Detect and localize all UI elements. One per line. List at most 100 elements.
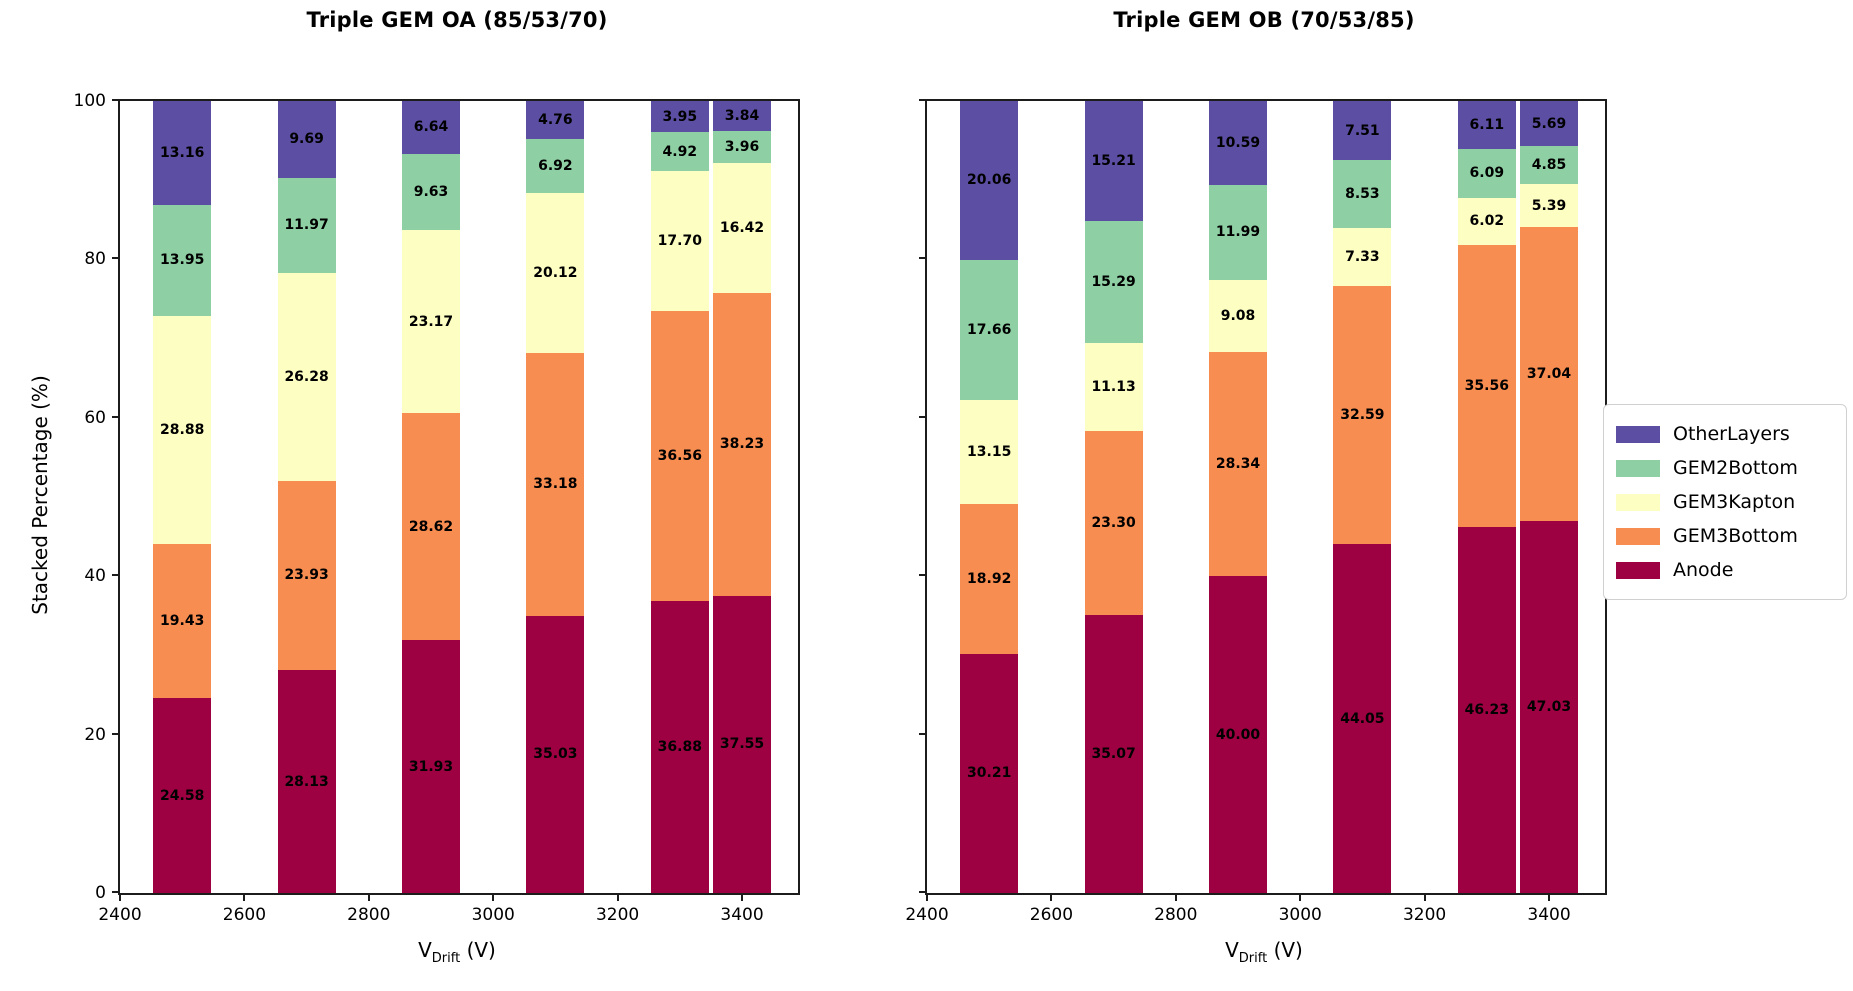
- bar-value-label: 5.39: [1531, 197, 1567, 214]
- bar-segment-otherlayers: 7.51: [1333, 100, 1392, 161]
- left-chart-title: Triple GEM OA (85/53/70): [306, 8, 608, 32]
- bar-segment-gem2bottom: 6.92: [526, 138, 585, 194]
- y-tick: [919, 415, 927, 418]
- x-tick-label: 2800: [347, 905, 391, 925]
- bar-segment-gem3kapton: 9.08: [1209, 279, 1267, 352]
- x-tick: [1548, 893, 1551, 901]
- bar-segment-gem3kapton: 13.15: [960, 399, 1019, 504]
- bar-segment-gem2bottom: 13.95: [153, 205, 212, 316]
- bar-segment-gem3bottom: 19.43: [153, 544, 212, 699]
- legend-label: OtherLayers: [1673, 422, 1790, 445]
- x-tick-label: 3400: [720, 905, 764, 925]
- bar-value-label: 11.97: [284, 217, 329, 234]
- bar-segment-anode: 46.23: [1457, 526, 1516, 893]
- bar-segment-gem2bottom: 17.66: [960, 259, 1019, 400]
- bar-value-label: 18.92: [967, 570, 1012, 587]
- bar-segment-gem3bottom: 23.93: [277, 480, 336, 671]
- x-tick-label: 3000: [1278, 905, 1322, 925]
- bar-value-label: 9.63: [413, 183, 449, 200]
- right-x-axis-label: VDrift (V): [925, 938, 1603, 968]
- bar-value-label: 11.99: [1215, 224, 1261, 241]
- x-tick-label: 3200: [595, 905, 640, 925]
- bar-value-label: 35.03: [533, 746, 578, 763]
- y-tick-label: 0: [95, 883, 106, 903]
- bar-segment-gem3bottom: 35.56: [1457, 245, 1516, 527]
- legend-swatch-gem3bottom: [1616, 527, 1660, 545]
- bar-segment-gem3kapton: 20.12: [526, 193, 585, 353]
- x-axis-label-subscript: Drift: [431, 951, 461, 966]
- bar-value-label: 38.23: [719, 436, 765, 453]
- x-axis-label-symbol: V: [1225, 938, 1239, 962]
- bar-value-label: 15.29: [1091, 274, 1136, 291]
- bar-segment-gem2bottom: 9.63: [402, 153, 460, 230]
- bar-value-label: 35.07: [1091, 746, 1136, 763]
- bar-value-label: 13.15: [967, 443, 1012, 460]
- left-x-axis-label: VDrift (V): [118, 938, 796, 968]
- right-chart-title: Triple GEM OB (70/53/85): [1113, 8, 1415, 32]
- bar-value-label: 28.62: [408, 518, 454, 535]
- bar-value-label: 13.16: [160, 145, 205, 162]
- bar-value-label: 4.76: [538, 111, 573, 128]
- x-tick: [1299, 893, 1302, 901]
- y-tick: [112, 99, 120, 101]
- bar-segment-gem2bottom: 8.53: [1333, 160, 1392, 228]
- x-tick: [243, 893, 246, 901]
- legend-swatch-anode: [1616, 561, 1660, 579]
- y-tick: [919, 574, 927, 577]
- y-tick: [919, 732, 927, 735]
- x-tick-label: 3400: [1527, 905, 1571, 925]
- bar-segment-gem2bottom: 15.29: [1084, 221, 1143, 343]
- bar-value-label: 23.93: [284, 567, 329, 584]
- y-tick: [112, 732, 120, 735]
- y-tick-label: 80: [84, 249, 106, 270]
- bar-segment-otherlayers: 5.69: [1520, 101, 1578, 147]
- bar-value-label: 46.23: [1464, 701, 1509, 718]
- bar-segment-anode: 24.58: [153, 698, 212, 893]
- x-tick: [492, 893, 495, 901]
- bar-segment-gem3bottom: 37.04: [1520, 227, 1578, 521]
- bar-segment-anode: 40.00: [1209, 576, 1267, 893]
- x-tick: [926, 893, 928, 901]
- legend-label: GEM2Bottom: [1673, 456, 1798, 479]
- x-axis-label-unit: (V): [460, 938, 496, 962]
- bar-value-label: 37.55: [719, 736, 765, 753]
- x-tick-label: 3200: [1402, 905, 1447, 925]
- legend-label: GEM3Bottom: [1673, 524, 1798, 547]
- bar-segment-otherlayers: 20.06: [960, 101, 1019, 260]
- bar-value-label: 4.85: [1531, 157, 1567, 174]
- bar-value-label: 36.56: [657, 448, 702, 465]
- y-tick-label: 60: [84, 407, 106, 428]
- bar-segment-gem3bottom: 38.23: [713, 292, 771, 596]
- bar-segment-otherlayers: 15.21: [1084, 101, 1143, 222]
- y-tick-label: 20: [84, 724, 106, 745]
- y-tick: [919, 257, 927, 260]
- bar-segment-gem2bottom: 4.85: [1520, 146, 1578, 185]
- bar-segment-gem3bottom: 36.56: [650, 311, 709, 601]
- bar-segment-gem3bottom: 32.59: [1333, 286, 1392, 545]
- bar-value-label: 24.58: [160, 787, 205, 804]
- bar-value-label: 3.84: [724, 108, 760, 125]
- x-tick-label: 2400: [905, 905, 949, 925]
- legend-label: Anode: [1673, 558, 1734, 581]
- legend-entry: GEM3Kapton: [1616, 485, 1834, 519]
- bar-value-label: 31.93: [408, 758, 454, 775]
- bar-segment-otherlayers: 10.59: [1209, 101, 1267, 185]
- bar-value-label: 32.59: [1340, 407, 1385, 424]
- bar-value-label: 3.96: [724, 139, 760, 156]
- bar-value-label: 20.06: [967, 172, 1012, 189]
- y-tick: [919, 891, 927, 893]
- bar-segment-otherlayers: 13.16: [153, 101, 212, 206]
- bar-segment-gem2bottom: 3.96: [713, 131, 771, 163]
- bar-value-label: 9.69: [289, 131, 324, 148]
- bar-value-label: 19.43: [160, 613, 205, 630]
- bar-segment-gem3bottom: 33.18: [526, 352, 585, 616]
- bar-segment-gem3kapton: 7.33: [1333, 227, 1392, 287]
- y-tick-label: 40: [84, 566, 106, 587]
- bar-value-label: 20.12: [533, 265, 578, 282]
- bar-value-label: 3.95: [662, 108, 698, 125]
- bar-value-label: 13.95: [160, 252, 205, 269]
- x-tick: [367, 893, 370, 901]
- y-tick: [112, 574, 120, 577]
- bar-segment-otherlayers: 3.95: [650, 100, 709, 133]
